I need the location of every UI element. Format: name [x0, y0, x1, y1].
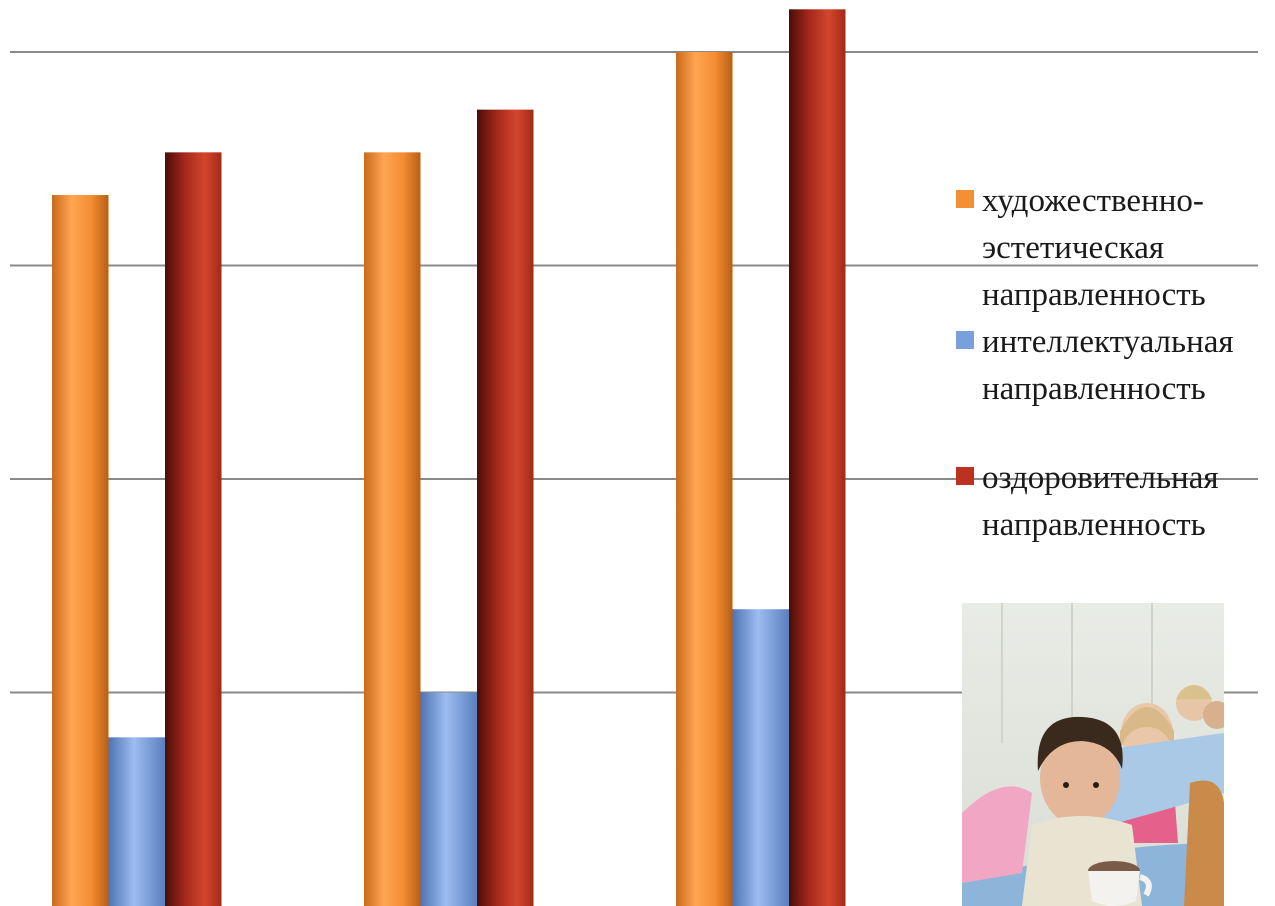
legend-swatch-orange — [956, 190, 974, 208]
legend-label-line: интеллектуальная — [982, 324, 1234, 360]
bar-series-3-group-1 — [165, 152, 222, 906]
legend-label-line: художественно- — [982, 183, 1204, 219]
bar-series-2-group-3 — [732, 609, 789, 906]
bar-series-1-group-2 — [364, 152, 421, 906]
legend-item-intellect: интеллектуальная направленность — [952, 319, 1272, 413]
bar-series-3-group-3 — [789, 9, 846, 906]
children-photo — [962, 603, 1224, 906]
legend-swatch-red — [956, 467, 974, 485]
photo-illustration — [962, 603, 1224, 906]
legend: художественно- эстетическая направленнос… — [952, 178, 1272, 549]
legend-label-line: направленность — [982, 507, 1206, 543]
legend-item-art: художественно- эстетическая направленнос… — [952, 178, 1272, 319]
legend-label-line: эстетическая — [982, 230, 1165, 266]
bar-series-1-group-3 — [676, 52, 733, 906]
bar-series-3-group-2 — [477, 109, 534, 906]
legend-item-health: оздоровительная направленность — [952, 455, 1272, 549]
legend-label-line: оздоровительная — [982, 460, 1219, 496]
bar-series-1-group-1 — [52, 195, 109, 906]
legend-label-line: направленность — [982, 371, 1206, 407]
bar-series-2-group-1 — [108, 737, 165, 906]
bar-series-2-group-2 — [420, 692, 477, 906]
legend-swatch-blue — [956, 331, 974, 349]
legend-label-line: направленность — [982, 277, 1206, 313]
bars — [52, 9, 846, 906]
